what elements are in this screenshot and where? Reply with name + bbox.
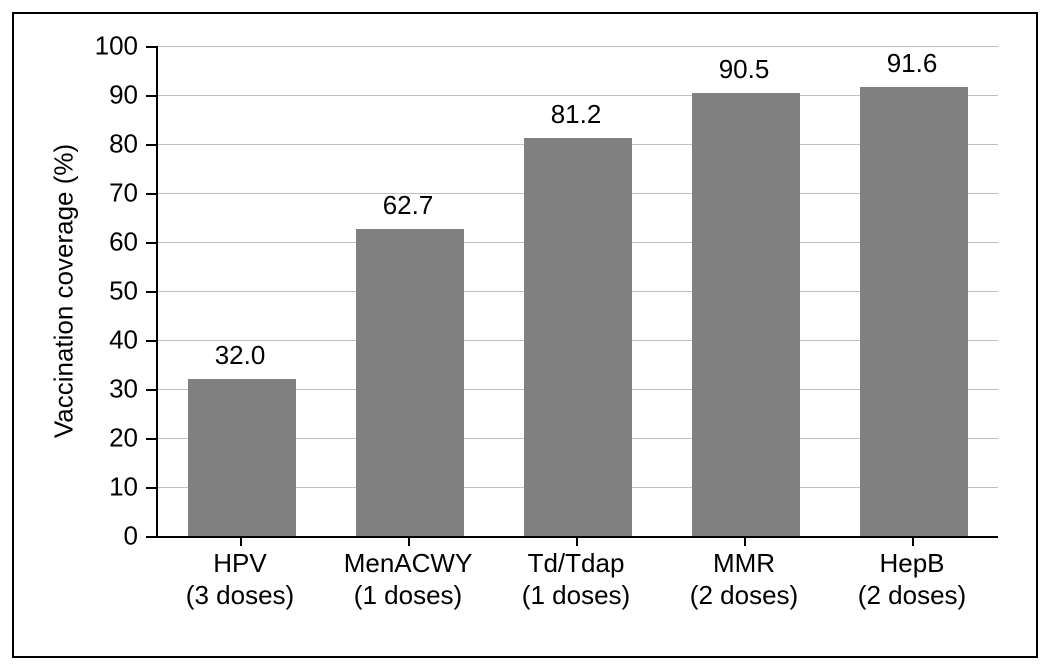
y-tick-mark	[146, 487, 156, 489]
chart-frame: Vaccination coverage (%) 0 10 20 30 40 50 60 70…	[12, 12, 1038, 658]
y-tick-mark	[146, 389, 156, 391]
x-category-label: MenACWY	[344, 548, 473, 579]
bar	[356, 229, 464, 536]
x-category-sublabel: (2 doses)	[858, 580, 966, 611]
y-tick-mark	[146, 340, 156, 342]
x-category-sublabel: (3 doses)	[186, 580, 294, 611]
bar	[524, 138, 632, 536]
y-tick-label: 60	[109, 227, 138, 258]
y-tick-mark	[146, 291, 156, 293]
y-tick-label: 70	[109, 178, 138, 209]
y-tick-label: 90	[109, 80, 138, 111]
x-category-sublabel: (2 doses)	[690, 580, 798, 611]
x-category-sublabel: (1 doses)	[522, 580, 630, 611]
x-tick-mark	[240, 536, 242, 546]
y-tick-label: 50	[109, 276, 138, 307]
y-tick-label: 40	[109, 325, 138, 356]
x-category-label: MMR	[713, 548, 775, 579]
x-tick-mark	[744, 536, 746, 546]
y-tick-label: 100	[95, 31, 138, 62]
y-tick-mark	[146, 95, 156, 97]
bar	[860, 87, 968, 536]
y-tick-label: 20	[109, 423, 138, 454]
x-tick-mark	[408, 536, 410, 546]
bar-value-label: 90.5	[719, 54, 770, 85]
y-tick-mark	[146, 46, 156, 48]
y-tick-label: 30	[109, 374, 138, 405]
y-tick-label: 10	[109, 472, 138, 503]
bar-value-label: 81.2	[551, 99, 602, 130]
bar-value-label: 91.6	[887, 48, 938, 79]
y-tick-label: 80	[109, 129, 138, 160]
y-tick-mark	[146, 144, 156, 146]
bar	[188, 379, 296, 536]
outer-frame: Vaccination coverage (%) 0 10 20 30 40 50 60 70…	[0, 0, 1050, 670]
y-tick-label: 0	[124, 521, 138, 552]
x-tick-mark	[912, 536, 914, 546]
x-category-sublabel: (1 doses)	[354, 580, 462, 611]
x-category-label: HPV	[213, 548, 266, 579]
y-tick-mark	[146, 242, 156, 244]
y-tick-mark	[146, 438, 156, 440]
x-tick-mark	[576, 536, 578, 546]
y-tick-mark	[146, 193, 156, 195]
x-category-label: Td/Tdap	[528, 548, 625, 579]
y-axis-title: Vaccination coverage (%)	[49, 144, 80, 438]
bar	[692, 93, 800, 536]
gridline	[158, 46, 998, 47]
y-tick-mark	[146, 536, 156, 538]
bar-value-label: 62.7	[383, 190, 434, 221]
bar-value-label: 32.0	[215, 340, 266, 371]
x-category-label: HepB	[879, 548, 944, 579]
